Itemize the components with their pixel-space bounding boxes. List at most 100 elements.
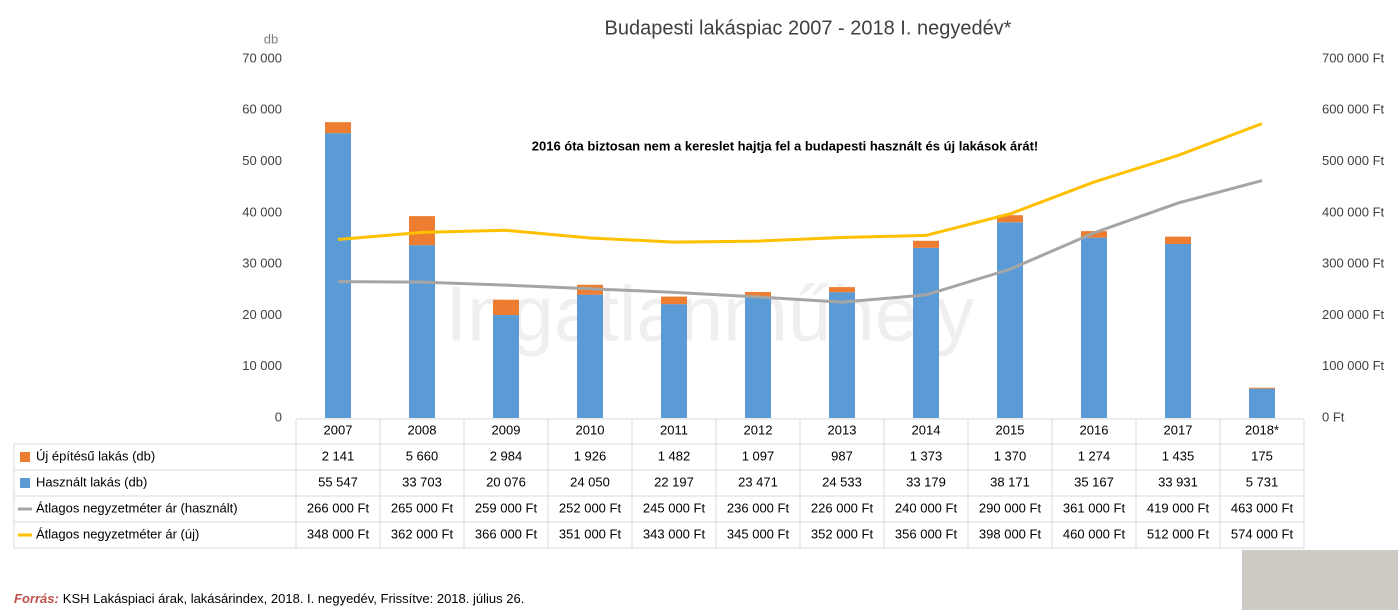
bar [1081,237,1107,418]
y-tick-label: 10 000 [242,358,282,373]
bar [409,245,435,418]
y-tick-label: 30 000 [242,256,282,271]
table-cell: 265 000 Ft [391,500,454,515]
logo [1242,550,1398,610]
bar [997,215,1023,223]
legend-label: Átlagos negyzetméter ár (új) [36,526,199,541]
x-tick-label: 2012 [744,422,773,437]
y-tick-label: 0 [275,409,282,424]
table-cell: 463 000 Ft [1231,500,1294,515]
x-tick-label: 2007 [324,422,353,437]
table-cell: 24 533 [822,474,862,489]
x-tick-label: 2017 [1164,422,1193,437]
bar [1249,387,1275,389]
y2-tick-label: 700 000 Ft [1322,50,1385,65]
table-cell: 38 171 [990,474,1030,489]
table-cell: 1 482 [658,448,691,463]
table-cell: 5 660 [406,448,439,463]
x-tick-label: 2008 [408,422,437,437]
bar [325,122,351,134]
table-cell: 1 370 [994,448,1027,463]
table-cell: 351 000 Ft [559,526,622,541]
table-cell: 266 000 Ft [307,500,370,515]
bar [829,292,855,418]
x-tick-label: 2011 [660,422,688,437]
bar [325,133,351,419]
table-cell: 460 000 Ft [1063,526,1126,541]
table-cell: 23 471 [738,474,778,489]
y-tick-label: 70 000 [242,50,282,65]
table-cell: 24 050 [570,474,610,489]
y-tick-label: 50 000 [242,153,282,168]
y2-tick-label: 0 Ft [1322,409,1345,424]
table-cell: 33 931 [1158,474,1198,489]
table-cell: 362 000 Ft [391,526,454,541]
table-cell: 1 435 [1162,448,1195,463]
table-cell: 35 167 [1074,474,1114,489]
table-cell: 512 000 Ft [1147,526,1210,541]
y-axis-label: db [264,31,278,46]
source-label: Forrás: [14,591,59,606]
bar [661,304,687,418]
bar [1165,243,1191,418]
table-cell: 352 000 Ft [811,526,874,541]
source-text: KSH Lakáspiaci árak, lakásárindex, 2018.… [63,591,525,606]
x-tick-label: 2010 [576,422,605,437]
x-tick-label: 2015 [996,422,1025,437]
legend-label: Átlagos negyzetméter ár (használt) [36,500,238,515]
table-cell: 987 [831,448,853,463]
x-tick-label: 2013 [828,422,857,437]
bar [997,222,1023,418]
table-cell: 5 731 [1246,474,1279,489]
chart-title: Budapesti lakáspiac 2007 - 2018 I. negye… [605,17,1012,39]
bar [493,299,519,316]
legend-label: Új építésű lakás (db) [36,448,155,463]
table-cell: 574 000 Ft [1231,526,1294,541]
table-cell: 259 000 Ft [475,500,538,515]
table-cell: 1 373 [910,448,943,463]
table-cell: 356 000 Ft [895,526,958,541]
bar [661,296,687,305]
y2-tick-label: 400 000 Ft [1322,204,1385,219]
table-cell: 348 000 Ft [307,526,370,541]
bar [913,247,939,418]
table-cell: 55 547 [318,474,358,489]
table-cell: 240 000 Ft [895,500,958,515]
x-tick-label: 2014 [912,422,941,437]
bar [745,297,771,418]
bar [577,294,603,418]
bar [1249,388,1275,418]
bar [493,315,519,418]
bar [829,287,855,293]
table-cell: 398 000 Ft [979,526,1042,541]
y2-tick-label: 300 000 Ft [1322,256,1385,271]
table-cell: 343 000 Ft [643,526,706,541]
line [337,122,1263,244]
legend-swatch [20,452,30,462]
table-cell: 1 274 [1078,448,1111,463]
source: Forrás: KSH Lakáspiaci árak, lakásárindex… [14,591,524,606]
table-cell: 252 000 Ft [559,500,622,515]
table-cell: 33 179 [906,474,946,489]
table-cell: 22 197 [654,474,694,489]
y-tick-label: 60 000 [242,102,282,117]
table-cell: 366 000 Ft [475,526,538,541]
table-cell: 361 000 Ft [1063,500,1126,515]
y2-tick-label: 500 000 Ft [1322,153,1385,168]
x-tick-label: 2009 [492,422,521,437]
x-tick-label: 2016 [1080,422,1109,437]
y2-tick-label: 100 000 Ft [1322,358,1385,373]
table-cell: 226 000 Ft [811,500,874,515]
y2-tick-label: 600 000 Ft [1322,102,1385,117]
legend-swatch [20,478,30,488]
table-cell: 290 000 Ft [979,500,1042,515]
table-cell: 419 000 Ft [1147,500,1210,515]
bar [1165,236,1191,244]
y-tick-label: 20 000 [242,307,282,322]
table-cell: 1 097 [742,448,775,463]
table-cell: 175 [1251,448,1273,463]
table-cell: 2 141 [322,448,355,463]
table-cell: 20 076 [486,474,526,489]
line [337,179,1263,304]
